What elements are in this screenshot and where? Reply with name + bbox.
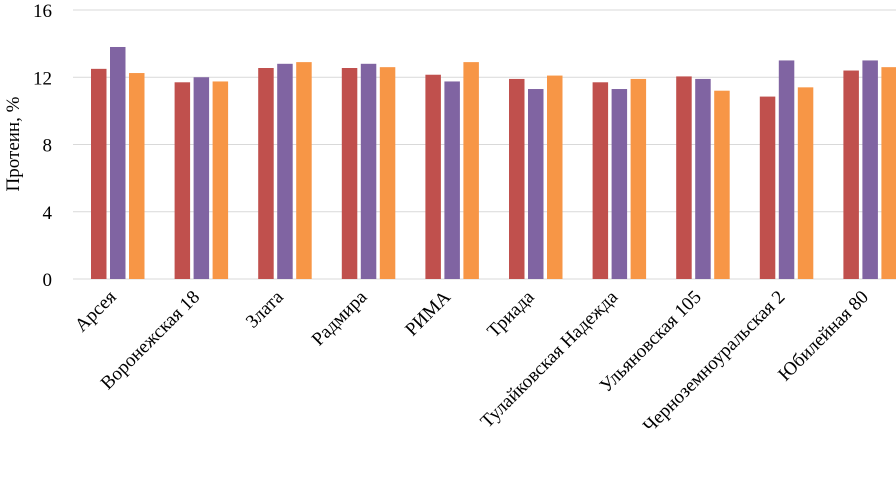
bar-series-3-3: [296, 62, 312, 280]
bar-series-1-7: [592, 82, 609, 279]
x-tick-label-4: Радмира: [308, 286, 372, 350]
bar-series-1-8: [676, 76, 692, 279]
y-axis-ticks: 0 4 8 12 16: [33, 1, 53, 291]
y-tick-label-4: 4: [43, 203, 53, 224]
bar-series-3-7: [630, 78, 647, 280]
bar-series-2-9: [778, 60, 795, 279]
x-tick-label-6: Триада: [483, 286, 539, 342]
bar-series-1-10: [843, 70, 859, 280]
bar-series-1-5: [425, 74, 441, 280]
bar-series-3-6: [547, 75, 563, 279]
bar-series-1-9: [759, 96, 776, 279]
x-tick-label-1: Арсея: [71, 287, 121, 337]
bar-series-2-5: [444, 81, 460, 279]
bar-series-1-6: [509, 78, 525, 280]
y-tick-label-8: 8: [43, 136, 53, 157]
bar-series-3-10: [881, 67, 896, 279]
bar-series-1-3: [258, 68, 274, 279]
bar-series-2-10: [862, 60, 878, 279]
y-tick-label-16: 16: [33, 1, 52, 22]
x-tick-label-7: Тулайковская Надежда: [477, 286, 623, 432]
y-tick-label-0: 0: [43, 270, 53, 291]
bar-series-2-1: [110, 46, 126, 279]
bar-series-3-9: [797, 87, 814, 280]
bar-series-3-5: [463, 62, 479, 280]
x-tick-label-9: Черноземноуральская 2: [639, 287, 789, 437]
y-tick-label-12: 12: [33, 68, 52, 89]
bar-series-2-8: [695, 78, 711, 280]
x-tick-label-3: Злата: [242, 286, 288, 332]
bars: [91, 46, 896, 280]
bar-series-2-2: [193, 77, 210, 279]
bar-series-2-3: [277, 63, 293, 279]
bar-series-1-1: [91, 68, 107, 279]
bar-series-2-6: [528, 89, 544, 279]
bar-series-3-4: [379, 67, 396, 279]
y-axis-title: Протеин, %: [3, 96, 24, 191]
bar-series-1-2: [174, 82, 191, 279]
bar-series-1-4: [341, 68, 358, 279]
x-tick-label-5: РИМА: [401, 286, 455, 340]
bar-series-2-7: [611, 89, 628, 279]
bar-series-3-8: [714, 90, 730, 279]
bar-series-2-4: [360, 63, 377, 279]
bar-series-3-2: [212, 81, 229, 279]
bar-series-3-1: [129, 73, 145, 279]
